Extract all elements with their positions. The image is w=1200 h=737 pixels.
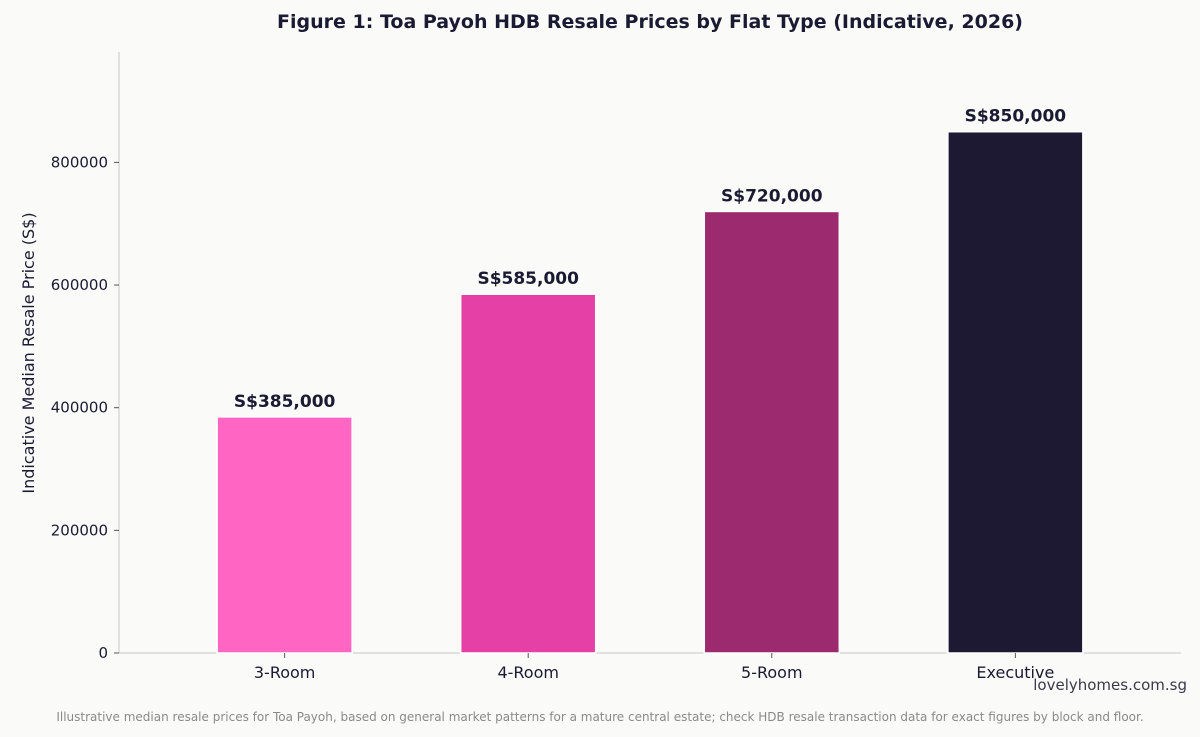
bars: S$385,000 S$585,000 S$720,000 S$850,000 — [216, 107, 1084, 654]
x-tick-label: 3-Room — [254, 663, 316, 682]
x-tick-label: 4-Room — [497, 663, 559, 682]
bar-value-label: S$720,000 — [721, 186, 823, 206]
bar — [947, 130, 1084, 654]
y-tick-label: 800000 — [51, 153, 108, 171]
bar-value-label: S$385,000 — [234, 392, 336, 412]
y-tick-label: 200000 — [51, 521, 108, 539]
y-tick-label: 400000 — [51, 399, 108, 417]
x-ticks: 3-Room 4-Room 5-Room Executive — [254, 653, 1054, 682]
y-ticks: 0 200000 400000 600000 800000 — [51, 153, 119, 662]
y-tick-label: 600000 — [51, 276, 108, 294]
bar-value-label: S$850,000 — [965, 107, 1067, 127]
footnote: Illustrative median resale prices for To… — [56, 710, 1144, 724]
y-axis-label: Indicative Median Resale Price (S$) — [19, 212, 38, 493]
bar — [703, 210, 841, 654]
x-tick-label: Executive — [976, 663, 1054, 682]
bar-value-label: S$585,000 — [477, 269, 579, 289]
watermark: lovelyhomes.com.sg — [1033, 676, 1187, 694]
y-tick-label: 0 — [98, 644, 108, 662]
bar — [216, 416, 353, 654]
bar — [459, 293, 597, 654]
x-tick-label: 5-Room — [741, 663, 803, 682]
chart-title: Figure 1: Toa Payoh HDB Resale Prices by… — [277, 11, 1023, 33]
